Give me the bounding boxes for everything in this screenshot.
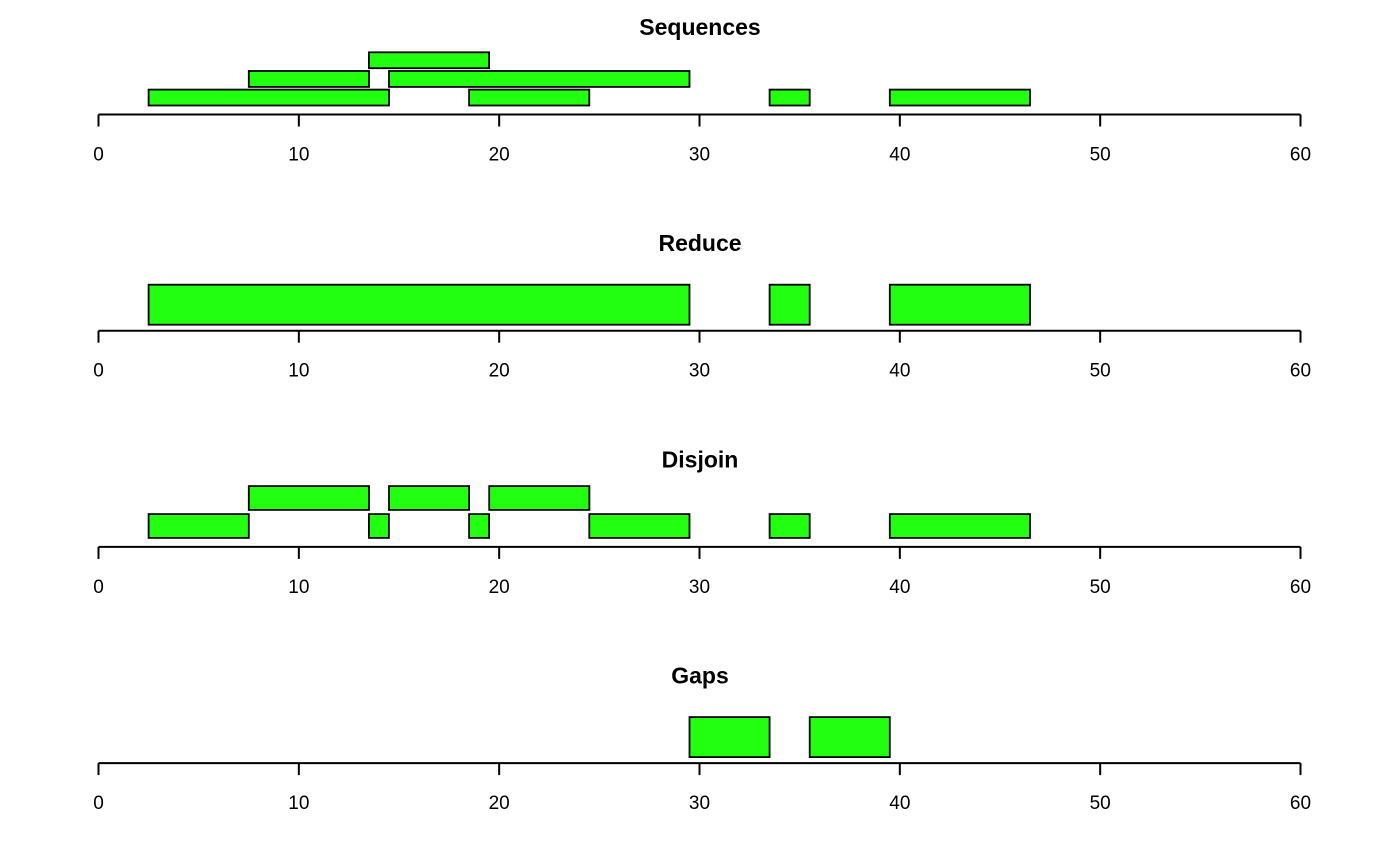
- x-tick-label: 40: [889, 793, 910, 814]
- x-tick-label: 30: [689, 361, 710, 382]
- panel-title: Gaps: [671, 663, 729, 689]
- x-tick-label: 50: [1090, 145, 1111, 166]
- x-tick-label: 0: [93, 577, 104, 598]
- x-tick-label: 20: [489, 145, 510, 166]
- x-tick-label: 60: [1290, 793, 1311, 814]
- interval-bar: [389, 486, 469, 510]
- panel-sequences: Sequences 0 10 20 30 40 50 60: [93, 14, 1311, 166]
- x-tick-label: 0: [93, 793, 104, 814]
- x-tick-label: 20: [489, 361, 510, 382]
- panel-disjoin: Disjoin 0 10 20 30 40 50 60: [93, 446, 1311, 598]
- x-tick-label: 40: [889, 145, 910, 166]
- x-tick-label: 10: [288, 577, 309, 598]
- interval-bar: [369, 52, 489, 68]
- x-tick-label: 20: [489, 577, 510, 598]
- panel-title: Sequences: [639, 14, 760, 40]
- panel-title: Disjoin: [662, 446, 739, 472]
- interval-bar: [149, 90, 389, 106]
- interval-bar: [469, 90, 589, 106]
- x-tick-label: 20: [489, 793, 510, 814]
- x-tick-label: 0: [93, 361, 104, 382]
- x-tick-label: 10: [288, 793, 309, 814]
- x-tick-label: 40: [889, 361, 910, 382]
- interval-bar: [389, 71, 690, 87]
- x-tick-label: 10: [288, 145, 309, 166]
- interval-bar: [369, 514, 389, 538]
- panel-gaps: Gaps 0 10 20 30 40 50 60: [93, 663, 1311, 815]
- interval-bar: [249, 486, 369, 510]
- x-tick-label: 40: [889, 577, 910, 598]
- x-tick-label: 60: [1290, 145, 1311, 166]
- x-tick-label: 0: [93, 145, 104, 166]
- x-tick-label: 50: [1090, 577, 1111, 598]
- interval-bar: [249, 71, 369, 87]
- x-tick-label: 30: [689, 145, 710, 166]
- interval-bar: [149, 514, 249, 538]
- interval-bar: [589, 514, 689, 538]
- x-tick-label: 10: [288, 361, 309, 382]
- interval-bar: [890, 285, 1030, 325]
- panel-title: Reduce: [658, 230, 741, 256]
- interval-bar: [770, 285, 810, 325]
- panel-reduce: Reduce 0 10 20 30 40 50 60: [93, 230, 1311, 382]
- interval-bar: [890, 90, 1030, 106]
- x-tick-label: 30: [689, 577, 710, 598]
- x-tick-label: 50: [1090, 361, 1111, 382]
- interval-bar: [890, 514, 1030, 538]
- interval-bar: [690, 717, 770, 757]
- interval-bar: [810, 717, 890, 757]
- interval-bar: [770, 90, 810, 106]
- interval-bar: [770, 514, 810, 538]
- x-tick-label: 60: [1290, 361, 1311, 382]
- interval-bar: [149, 285, 690, 325]
- x-tick-label: 50: [1090, 793, 1111, 814]
- interval-bar: [489, 486, 589, 510]
- x-tick-label: 60: [1290, 577, 1311, 598]
- x-tick-label: 30: [689, 793, 710, 814]
- interval-bar: [469, 514, 489, 538]
